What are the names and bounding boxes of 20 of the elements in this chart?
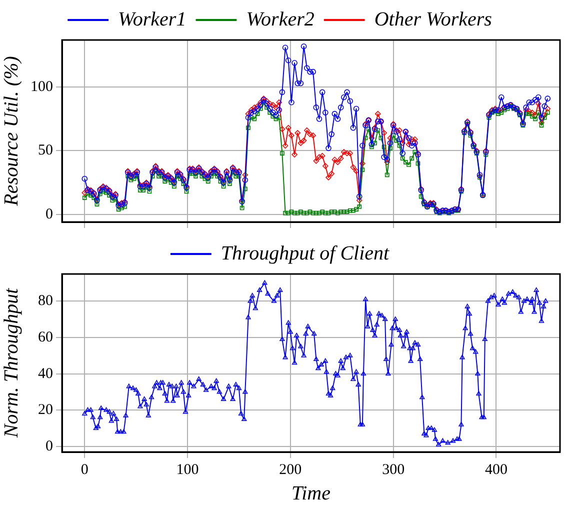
legend-label: Other Workers xyxy=(374,8,492,30)
y-axis-title: Resource Util. (%) xyxy=(0,56,22,207)
y-tick-label: 20 xyxy=(38,402,53,418)
y-tick-label: 80 xyxy=(38,293,53,310)
y-tick-label: 50 xyxy=(38,142,53,159)
x-tick-label: 400 xyxy=(484,462,508,478)
legend-label: Worker2 xyxy=(246,8,314,30)
x-tick-label: 100 xyxy=(176,462,199,478)
legend-label: Worker1 xyxy=(118,8,186,30)
x-tick-label: 300 xyxy=(382,462,405,478)
y-tick-label: 100 xyxy=(30,79,53,96)
x-axis-title: Time xyxy=(292,482,331,504)
x-tick-label: 200 xyxy=(279,462,302,478)
legend-label: Throughput of Client xyxy=(220,242,390,264)
y-tick-label: 0 xyxy=(46,206,53,222)
x-tick-label: 0 xyxy=(80,462,88,478)
y-axis-title: Norm. Throughput xyxy=(0,288,22,439)
y-tick-label: 60 xyxy=(38,330,53,346)
y-tick-label: 40 xyxy=(38,366,53,382)
y-tick-label: 0 xyxy=(46,438,53,454)
